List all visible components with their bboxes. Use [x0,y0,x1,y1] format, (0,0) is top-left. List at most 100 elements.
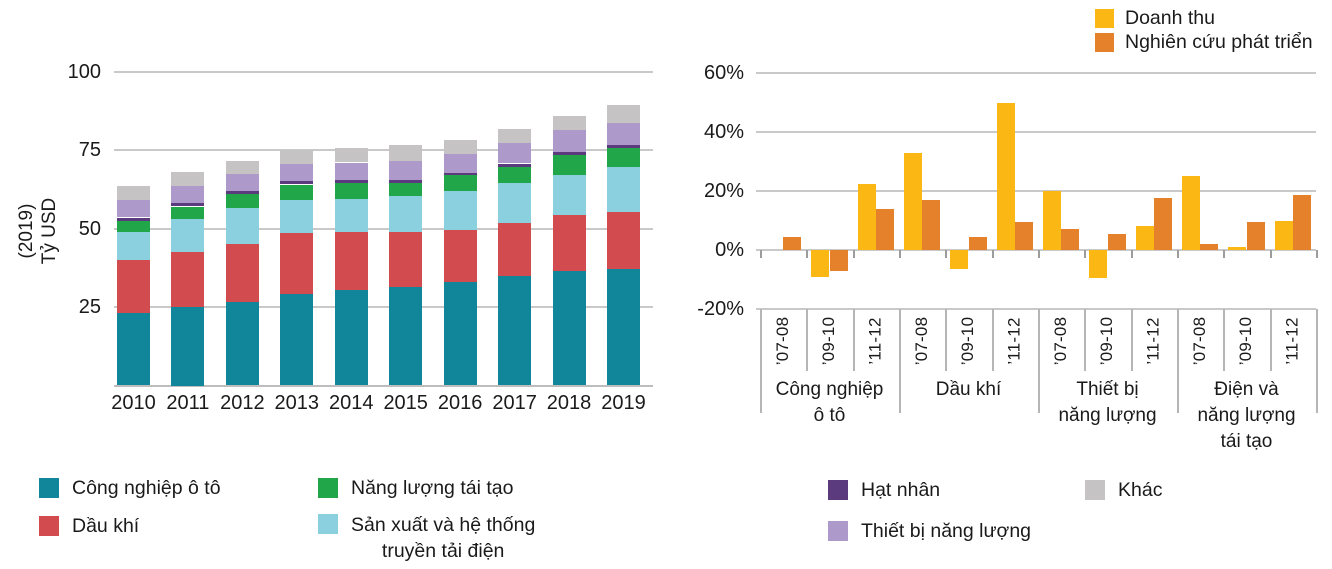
bar-segment-2019-s5 [607,122,640,145]
legend-item-khac: Khác [1085,480,1162,501]
legend-item-san-xuat-truyen-tai-dien: Sản xuất và hệ thống truyền tải điện [318,514,535,564]
bar-segment-2015-s5 [389,161,423,180]
x-axis-period-cell-0: ’07-08 [760,311,806,371]
right-bar-ncpt-3 [922,199,941,250]
right-bar-doanh-thu-1 [811,250,830,277]
legend-swatch-cong-nghiep-o-to [39,478,59,498]
legend-label-san-xuat-truyen-tai-dien: Sản xuất và hệ thống truyền tải điện [351,514,536,562]
x-axis-period-label: ’09-10 [1236,316,1256,366]
bar-segment-2016-s1 [443,230,477,282]
left-xtick-label-2011: 2011 [166,391,210,414]
legend-swatch-hat-nhan [828,480,848,500]
right-xaxis-separator-3 [899,309,901,413]
right-bar-ncpt-0 [783,236,802,250]
right-gridline-60 [756,72,1316,74]
x-axis-period-cell-6: ’07-08 [1038,311,1084,371]
right-ytick-label-40: 40% [703,121,744,143]
bar-segment-2017-s1 [498,223,532,276]
legend-swatch-nghien-cuu-phat-trien [1095,33,1114,52]
right-bar-doanh-thu-9 [1182,176,1200,251]
right-bar-ncpt-5 [1014,222,1033,250]
left-gridline-75 [114,149,653,151]
bar-segment-2014-s6 [334,148,368,163]
left-ytick-label-25: 25 [78,296,101,318]
x-axis-period-label: ’09-10 [958,316,978,366]
right-xaxis-separator-11 [1269,309,1272,371]
bar-segment-2014-s4 [334,179,368,183]
bar-segment-2018-s6 [552,115,586,131]
left-xtick-label-2010: 2010 [111,391,156,414]
bar-segment-2014-s2 [334,198,368,232]
right-bar-doanh-thu-5 [996,102,1015,250]
bar-segment-2010-s3 [117,220,150,232]
bar-segment-2019-s4 [607,144,640,148]
legend-swatch-thiet-bi-nang-luong [828,521,848,541]
legend-item-dau-khi: Dầu khí [39,516,139,537]
right-bar-ncpt-9 [1200,244,1219,250]
x-axis-period-label: ’09-10 [1097,316,1117,366]
x-axis-group-label-0: Công nghiệp ô tô [775,379,884,426]
right-gridline-0 [756,249,1316,251]
x-axis-period-cell-10: ’09-10 [1223,311,1269,371]
right-axis-tick-0 [760,250,762,258]
x-axis-period-label: ’07-08 [912,316,932,366]
right-axis-tick-12 [1316,250,1318,258]
bar-segment-2016-s3 [443,175,477,191]
bar-segment-2017-s5 [498,142,532,164]
bar-segment-2011-s4 [171,203,205,207]
bar-segment-2019-s3 [607,147,640,167]
right-bar-doanh-thu-6 [1043,191,1061,250]
bar-segment-2012-s4 [225,190,259,194]
bar-segment-2017-s3 [498,166,532,184]
right-bar-ncpt-11 [1292,195,1311,250]
x-axis-period-label: ’11-12 [1004,317,1024,365]
bar-segment-2014-s1 [334,231,368,290]
x-axis-period-cell-4: ’09-10 [945,311,991,371]
bar-segment-2019-s1 [607,211,640,270]
right-axis-tick-2 [852,250,855,258]
right-xaxis-separator-1 [806,309,809,371]
legend-label-nang-luong-tai-tao: Năng lượng tái tạo [351,477,514,499]
bar-segment-2015-s4 [389,179,423,183]
bar-segment-2010-s6 [117,186,150,201]
left-xtick-label-2015: 2015 [383,391,428,414]
right-xaxis-separator-10 [1223,309,1226,371]
left-plot-area: 100 75 50 25 2010 2011 2012 2013 2014 2015 2016 201… [0,0,666,460]
left-xtick-label-2016: 2016 [437,391,483,414]
left-ytick-label-75: 75 [78,139,101,161]
right-xaxis-separator-4 [945,309,948,371]
right-ytick-label-0: 0% [715,239,744,261]
x-axis-group-label-2: Thiết bị năng lượng [1058,379,1157,426]
right-bar-ncpt-2 [875,208,894,250]
left-chart: (2019) Tỷ USD 100 75 50 25 2010 2011 2012 2013 20… [0,0,666,460]
bar-segment-2010-s5 [117,200,150,218]
bar-segment-2015-s3 [389,183,423,196]
legend-item-thiet-bi-nang-luong: Thiết bị năng lượng [828,521,1031,542]
right-axis-tick-4 [945,250,948,258]
bar-segment-2013-s0 [280,294,314,386]
right-gridline-40 [756,131,1316,133]
bar-segment-2011-s1 [171,252,205,307]
right-bar-ncpt-7 [1107,233,1126,250]
x-axis-period-cell-7: ’09-10 [1084,311,1130,371]
left-xtick-label-2017: 2017 [492,391,537,414]
right-bar-doanh-thu-3 [904,152,922,250]
bar-segment-2010-s0 [117,313,150,386]
right-bar-ncpt-8 [1153,198,1172,250]
right-xaxis-separator-6 [1038,309,1040,413]
legend-item-cong-nghiep-o-to: Công nghiệp ô tô [39,478,221,499]
right-bar-doanh-thu-2 [857,183,876,250]
bar-segment-2016-s4 [443,172,477,176]
left-gridline-50 [114,227,653,230]
x-axis-period-label: ’11-12 [1143,317,1163,365]
bar-segment-2012-s3 [225,194,259,209]
left-ytick-label-100: 100 [67,60,101,83]
bar-segment-2015-s6 [389,145,423,161]
bar-segment-2014-s5 [334,162,368,180]
legend-item-hat-nhan: Hạt nhân [828,480,940,501]
x-axis-period-label: ’07-08 [773,316,793,366]
bar-segment-2013-s2 [280,200,314,234]
bar-segment-2016-s5 [443,154,477,173]
bar-segment-2014-s3 [334,183,368,199]
